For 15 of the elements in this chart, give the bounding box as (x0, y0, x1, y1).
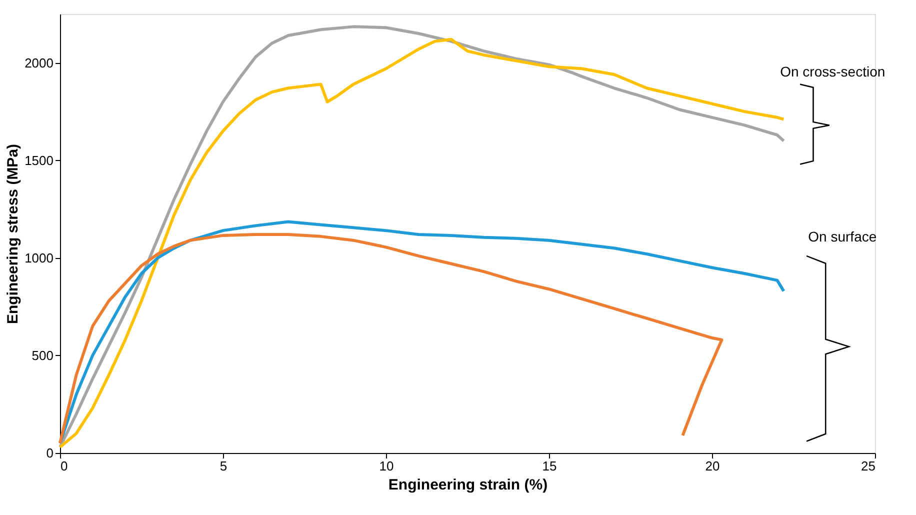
x-tick-label: 20 (705, 458, 720, 474)
y-tick-label: 500 (32, 348, 54, 363)
x-tick-label: 10 (379, 458, 394, 474)
y-axis-title: Engineering stress (MPa) (4, 144, 22, 324)
x-axis-title: Engineering strain (%) (388, 476, 548, 494)
y-tick-label: 2000 (24, 55, 54, 70)
x-tick-label: 5 (220, 458, 228, 474)
y-tick-label: 1000 (24, 250, 54, 266)
y-tick-label: 1500 (24, 152, 54, 168)
x-tick-label: 15 (542, 458, 557, 474)
annotation: On cross-section (780, 64, 886, 80)
annotation: On surface (808, 228, 877, 244)
x-tick-label: 0 (60, 458, 68, 474)
x-tick-label: 25 (861, 458, 876, 474)
y-tick-label: 0 (46, 446, 54, 460)
